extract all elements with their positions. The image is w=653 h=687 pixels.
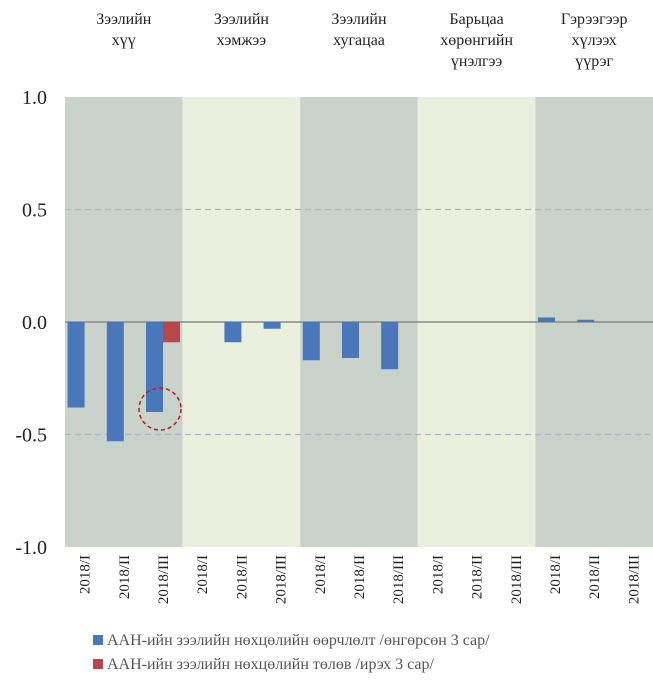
- group-label: хүү: [112, 32, 136, 49]
- y-tick-label: -1.0: [15, 537, 47, 559]
- y-tick-label: 0.0: [22, 312, 47, 334]
- group-label: үнэлгээ: [451, 53, 503, 70]
- legend-label: ААН-ийн зээлийн нөхцөлийн төлөв /ирэх 3 …: [107, 656, 434, 673]
- bar: [263, 322, 281, 329]
- x-tick-label: 2018/I: [78, 555, 94, 594]
- x-tick-label: 2018/II: [587, 555, 603, 599]
- bar: [577, 319, 595, 322]
- bar: [224, 322, 242, 343]
- x-tick-label: 2018/II: [234, 555, 250, 599]
- x-tick-label: 2018/III: [274, 555, 290, 604]
- bar: [381, 322, 399, 370]
- group-label: хугацаа: [333, 32, 385, 49]
- annotation-circle: [138, 387, 182, 431]
- x-tick-label: 2018/III: [509, 555, 525, 604]
- group-label: Зээлийн: [331, 11, 387, 28]
- group-label: хөрөнгийн: [440, 32, 513, 49]
- legend-label: ААН-ийн зээлийн нөхцөлийн өөрчлөлт /өнгө…: [107, 632, 490, 649]
- bar: [146, 322, 163, 412]
- group-label: Зээлийн: [96, 11, 152, 28]
- bar: [67, 322, 85, 408]
- x-tick-label: 2018/III: [156, 555, 172, 604]
- y-tick-label: 0.5: [22, 200, 47, 222]
- bar: [302, 322, 320, 361]
- group-label: хэмжээ: [217, 32, 267, 49]
- y-tick-label: 1.0: [22, 87, 47, 109]
- group-label: үүрэг: [575, 53, 613, 70]
- bar: [342, 322, 359, 358]
- group-label: Гэрээгээр: [561, 11, 628, 28]
- x-tick-label: 2018/II: [470, 555, 486, 599]
- bar: [538, 317, 555, 322]
- x-tick-label: 2018/I: [313, 555, 329, 594]
- x-tick-label: 2018/III: [626, 555, 642, 604]
- group-label: Барьцаа: [449, 11, 503, 28]
- y-tick-label: -0.5: [15, 425, 47, 447]
- bar: [163, 322, 180, 343]
- x-tick-label: 2018/II: [352, 555, 368, 599]
- legend-swatch: [93, 659, 103, 669]
- x-tick-label: 2018/I: [548, 555, 564, 594]
- legend-swatch: [93, 635, 103, 645]
- bar: [106, 322, 124, 442]
- group-label: Зээлийн: [214, 11, 270, 28]
- x-tick-label: 2018/II: [117, 555, 133, 599]
- x-tick-label: 2018/I: [430, 555, 446, 594]
- x-tick-label: 2018/III: [391, 555, 407, 604]
- group-label: хүлээх: [572, 32, 617, 49]
- x-tick-label: 2018/I: [195, 555, 211, 594]
